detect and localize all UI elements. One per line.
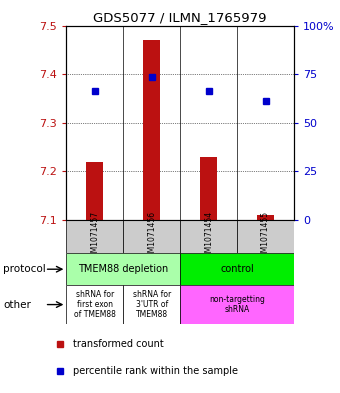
Text: shRNA for
first exon
of TMEM88: shRNA for first exon of TMEM88 [74,290,116,320]
Bar [123,285,180,324]
Bar [237,220,294,253]
Text: GSM1071456: GSM1071456 [147,211,156,263]
Text: TMEM88 depletion: TMEM88 depletion [78,264,168,274]
Text: GSM1071457: GSM1071457 [90,211,99,263]
Bar [66,285,123,324]
Bar [180,285,294,324]
Text: percentile rank within the sample: percentile rank within the sample [73,366,238,376]
Bar [66,220,123,253]
Bar [123,220,180,253]
Bar [86,162,103,220]
Text: other: other [3,299,31,310]
Bar [257,215,274,220]
Bar [180,220,237,253]
Text: transformed count: transformed count [73,339,164,349]
Text: protocol: protocol [3,264,46,274]
Bar [66,253,180,285]
Text: GSM1071454: GSM1071454 [204,211,213,263]
Bar [180,253,294,285]
Text: control: control [220,264,254,274]
Text: GSM1071455: GSM1071455 [261,211,270,263]
Text: shRNA for
3'UTR of
TMEM88: shRNA for 3'UTR of TMEM88 [133,290,171,320]
Text: non-targetting
shRNA: non-targetting shRNA [209,295,265,314]
Bar [143,40,160,220]
Bar [200,157,217,220]
Title: GDS5077 / ILMN_1765979: GDS5077 / ILMN_1765979 [94,11,267,24]
